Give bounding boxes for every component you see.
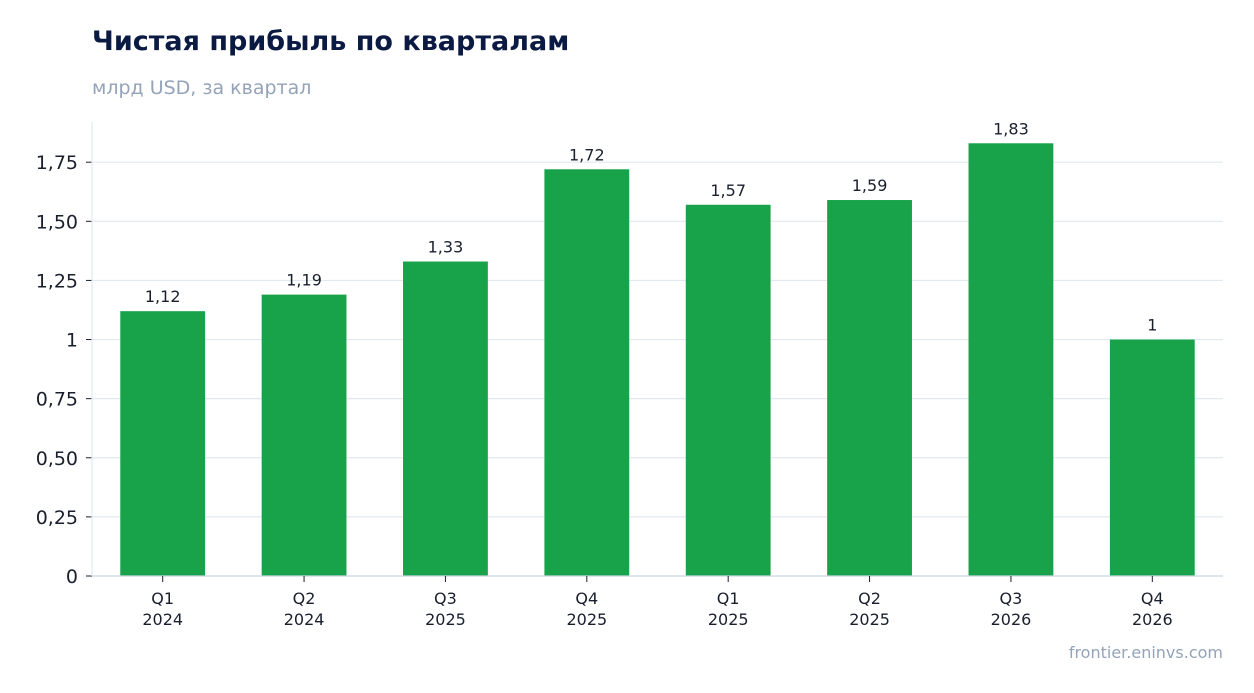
x-tick-label-year: 2025 <box>849 610 890 629</box>
x-tick-label-quarter: Q1 <box>151 589 174 608</box>
x-tick-label-quarter: Q2 <box>858 589 881 608</box>
bar-value-label: 1,83 <box>993 119 1029 138</box>
x-tick-label-year: 2025 <box>566 610 607 629</box>
bar-value-label: 1,59 <box>852 176 888 195</box>
bar <box>261 294 347 576</box>
y-tick-label: 0,75 <box>36 389 78 411</box>
x-tick-label-year: 2024 <box>284 610 325 629</box>
x-tick-label-quarter: Q1 <box>717 589 740 608</box>
x-tick-label-year: 2026 <box>991 610 1032 629</box>
bar-value-label: 1,19 <box>286 271 322 290</box>
y-tick-label: 0,25 <box>36 507 78 529</box>
x-tick-label-quarter: Q4 <box>575 589 598 608</box>
y-tick-label: 1,75 <box>36 152 78 174</box>
y-tick-label: 0 <box>66 566 78 588</box>
bar <box>827 200 912 576</box>
y-tick-label: 1,25 <box>36 270 78 292</box>
bar <box>1109 339 1195 576</box>
bar-value-label: 1,72 <box>569 145 605 164</box>
y-tick-label: 1 <box>66 330 78 352</box>
source-watermark: frontier.eninvs.com <box>1068 643 1223 662</box>
bar <box>685 204 771 576</box>
bar <box>544 169 630 576</box>
axes <box>86 122 1223 582</box>
x-tick-label-year: 2025 <box>708 610 749 629</box>
x-tick-label-quarter: Q3 <box>434 589 457 608</box>
bar <box>120 311 206 576</box>
x-tick-label-quarter: Q2 <box>293 589 316 608</box>
x-tick-label-year: 2026 <box>1132 610 1173 629</box>
chart-title: Чистая прибыль по кварталам <box>92 26 570 57</box>
bar-value-label: 1,33 <box>428 238 464 257</box>
x-tick-label-quarter: Q3 <box>1000 589 1023 608</box>
y-tick-label: 1,50 <box>36 211 78 233</box>
labels: 0 0,25 0,50 0,75 1 1,25 1,50 1,75 1,12 Q1 2024 1,19… <box>36 119 1173 629</box>
x-tick-label-quarter: Q4 <box>1141 589 1164 608</box>
x-tick-label-year: 2025 <box>425 610 466 629</box>
bar-value-label: 1 <box>1147 316 1157 335</box>
bars <box>120 143 1195 576</box>
bar-value-label: 1,57 <box>710 181 746 200</box>
x-tick-label-year: 2024 <box>142 610 183 629</box>
bar-value-label: 1,12 <box>145 287 181 306</box>
chart-subtitle: млрд USD, за квартал <box>92 77 312 99</box>
y-tick-label: 0,50 <box>36 448 78 470</box>
bar <box>968 143 1054 576</box>
bar <box>403 261 488 576</box>
